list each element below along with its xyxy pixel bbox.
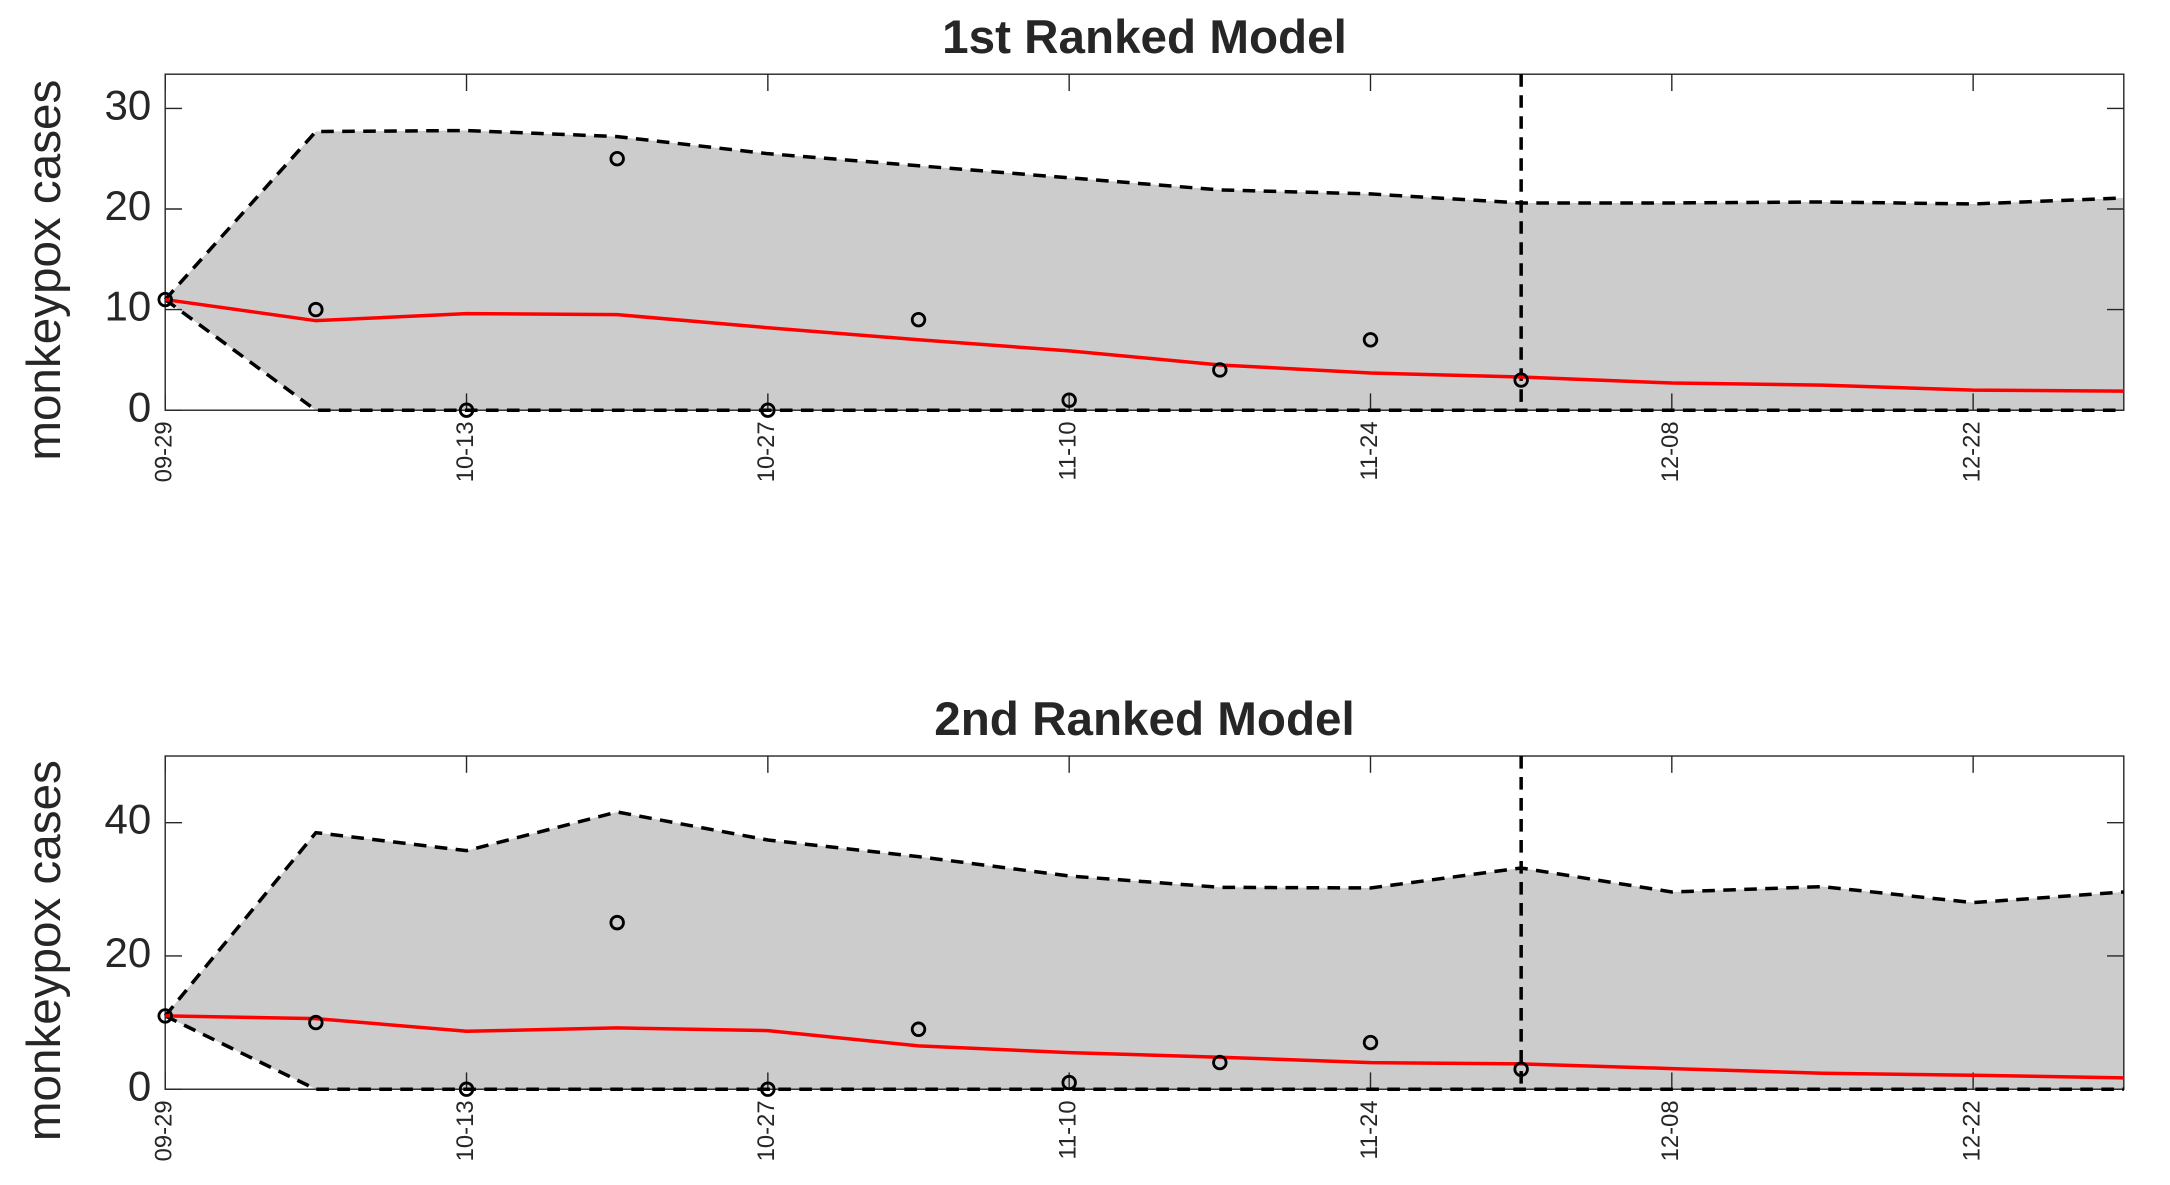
observed-point xyxy=(458,1081,475,1097)
observed-point xyxy=(1362,1034,1379,1051)
bound-line xyxy=(163,128,2124,301)
bound-line xyxy=(164,298,2124,412)
x-tick-label: 09-29 xyxy=(150,421,177,482)
observed-point xyxy=(1513,1061,1529,1077)
x-tick-label: 12-08 xyxy=(1657,421,1684,482)
chart-title: 1st Ranked Model xyxy=(942,11,1347,64)
x-tick-label: 11-10 xyxy=(1054,421,1081,480)
chart-title: 2nd Ranked Model xyxy=(934,693,1354,746)
observed-point xyxy=(1061,1074,1077,1091)
observed-point xyxy=(1513,372,1529,388)
observed-point xyxy=(308,1014,324,1031)
x-tick-label: 12-08 xyxy=(1657,1100,1684,1161)
x-tick-label: 12-22 xyxy=(1958,1100,1985,1161)
observed-point xyxy=(760,1081,776,1097)
x-tick-label: 10-27 xyxy=(753,421,780,482)
band-fill xyxy=(165,812,2124,1090)
median-line xyxy=(164,297,2124,393)
observed-point xyxy=(1362,332,1379,348)
y-tick-label: 10 xyxy=(104,283,151,330)
bound-line xyxy=(164,1014,2124,1091)
observed-point xyxy=(458,402,475,418)
observed-point xyxy=(910,1021,927,1037)
y-axis-label: monkeypox cases xyxy=(18,80,71,461)
x-tick-label: 09-29 xyxy=(150,1100,177,1161)
y-axis-label: monkeypox cases xyxy=(18,760,71,1141)
x-tick-label: 10-13 xyxy=(452,421,479,482)
x-tick-label: 11-24 xyxy=(1356,421,1383,480)
y-tick-label: 0 xyxy=(128,1062,151,1109)
observed-point xyxy=(308,301,324,318)
x-tick-label: 11-24 xyxy=(1356,1100,1383,1159)
observed-point xyxy=(1212,362,1228,378)
observed-point xyxy=(157,1008,173,1024)
y-tick-label: 30 xyxy=(104,82,151,129)
x-tick-label: 11-10 xyxy=(1054,1100,1081,1159)
observed-point xyxy=(157,291,173,308)
y-tick-label: 20 xyxy=(104,182,151,229)
x-tick-label: 12-22 xyxy=(1958,421,1985,482)
median-line xyxy=(165,1014,2124,1080)
y-tick-label: 0 xyxy=(128,383,151,430)
observed-point xyxy=(760,402,776,418)
bound-line xyxy=(163,810,2124,1018)
observed-point xyxy=(910,311,927,328)
observed-point xyxy=(609,151,625,167)
y-tick-label: 40 xyxy=(104,796,151,843)
observed-point xyxy=(1061,392,1077,408)
x-tick-label: 10-13 xyxy=(452,1100,479,1161)
band-fill xyxy=(165,130,2124,411)
x-tick-label: 10-27 xyxy=(753,1100,780,1161)
observed-point xyxy=(1212,1054,1228,1071)
y-tick-label: 20 xyxy=(104,929,151,976)
observed-point xyxy=(609,914,625,931)
